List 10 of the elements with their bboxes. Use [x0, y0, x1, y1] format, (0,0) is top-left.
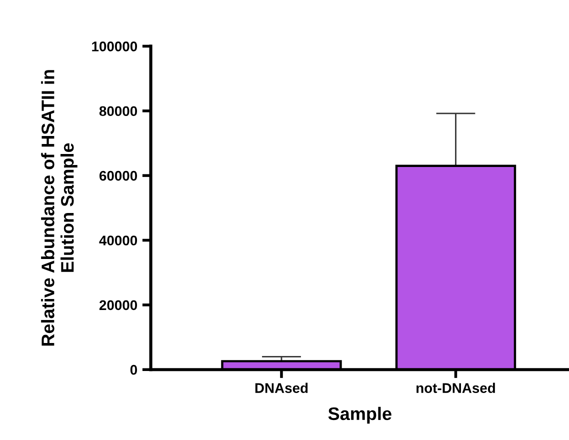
- x-tick-label: DNAsed: [255, 382, 308, 393]
- y-tick-label: 100000: [92, 42, 138, 52]
- y-axis-title: Relative Abundance of HSATII in Elution Sample: [41, 70, 78, 346]
- x-tick-label: not-DNAsed: [416, 382, 495, 393]
- y-tick-label: 80000: [99, 106, 138, 116]
- y-tick-label: 40000: [99, 236, 138, 246]
- y-tick-label: 20000: [99, 300, 138, 310]
- y-tick-label: 0: [130, 364, 138, 375]
- y-tick-label: 60000: [99, 170, 138, 181]
- x-axis-title: Sample: [328, 406, 392, 424]
